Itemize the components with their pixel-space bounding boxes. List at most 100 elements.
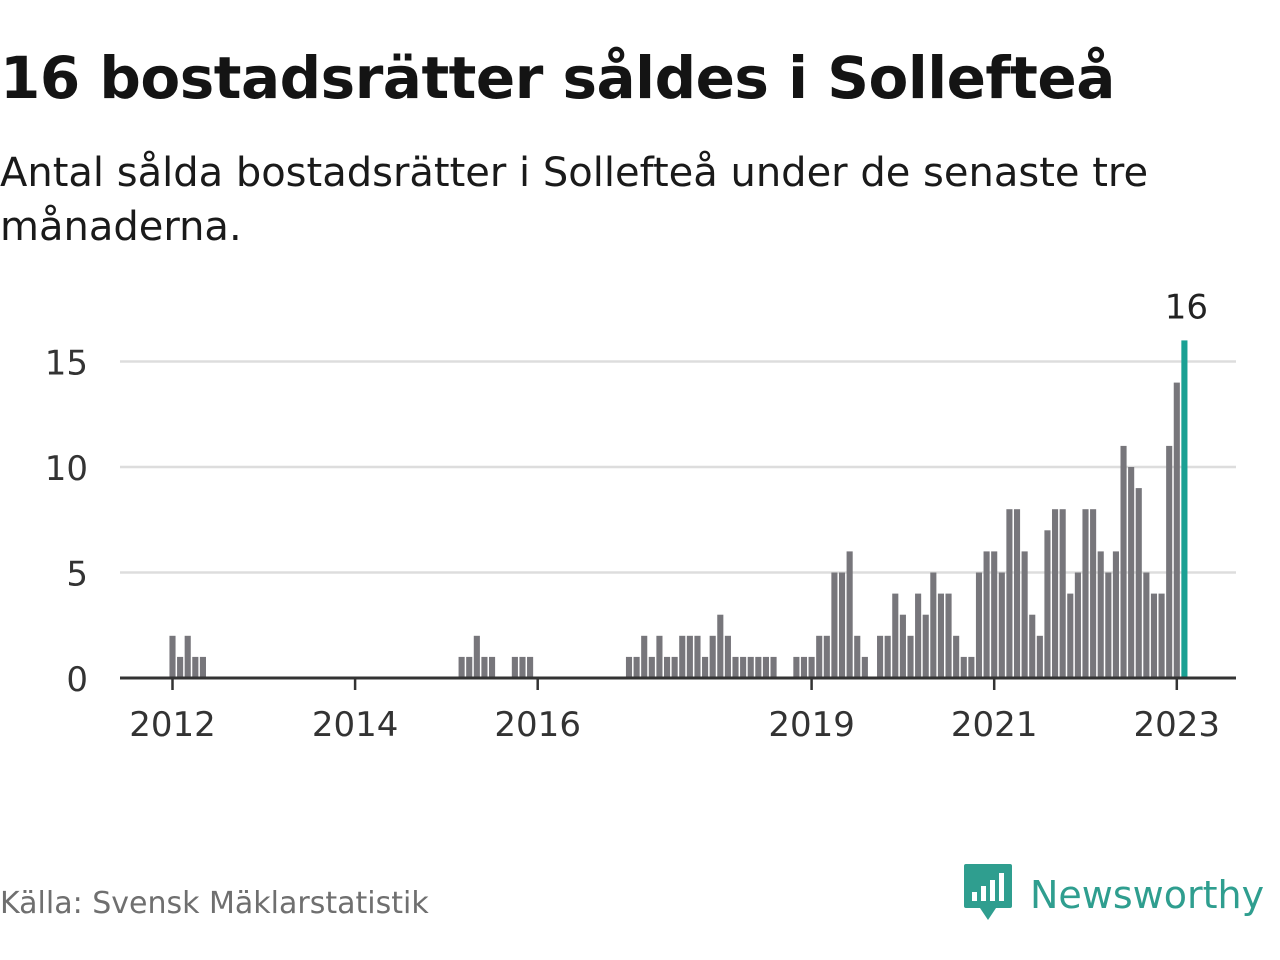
y-tick-label: 5 [66,555,88,595]
bar [1044,530,1051,678]
bar [1158,593,1165,678]
bar [1029,614,1036,678]
bar [1097,551,1104,678]
bar [686,635,693,678]
bar [1090,509,1097,678]
bar [930,572,937,678]
bar [1006,509,1013,678]
bar [998,572,1005,678]
bar [641,635,648,678]
bar [1112,551,1119,678]
bar [983,551,990,678]
bar [770,656,777,678]
y-tick-label: 15 [45,344,88,384]
bar [1128,467,1135,678]
bar [808,656,815,678]
bar [1074,572,1081,678]
bar [831,572,838,678]
bar [762,656,770,678]
bar [1052,509,1059,678]
x-tick-label: 2019 [768,705,855,745]
bar [823,635,830,678]
bar [846,551,853,678]
bar-chart: 0 5 10 15 16 2012 2014 2016 2019 2021 2023 [45,287,1236,745]
bar [724,635,731,678]
bar [747,656,754,678]
bar [625,656,633,678]
bar [899,614,906,678]
bar [1105,572,1112,678]
bar [877,635,884,678]
bar [1166,445,1173,678]
bar [702,656,709,678]
bar [884,635,891,678]
bar [854,635,861,678]
brand-name: Newsworthy [1030,873,1265,917]
bar [945,593,952,678]
bar [511,656,518,678]
x-tick-label: 2016 [494,705,581,745]
y-tick-label: 10 [45,449,88,489]
bar [1150,593,1158,678]
bar [907,635,914,678]
bar [1082,509,1089,678]
bar [709,635,716,678]
bar [991,551,998,678]
bar [473,635,480,678]
bar [656,635,663,678]
brand-logo: Newsworthy [962,862,1264,928]
bar [937,593,944,678]
bar [953,635,960,678]
bar [663,656,671,678]
bar [793,656,800,678]
bar [1036,635,1043,678]
bar [169,635,176,678]
bar [1173,382,1180,678]
bar [199,656,206,678]
bar [960,656,967,678]
bar [527,656,534,678]
x-tick-label: 2012 [129,705,216,745]
bar [800,656,808,678]
bar [1120,445,1127,678]
bar [1135,488,1142,678]
bar [915,593,922,678]
bar [519,656,526,678]
bar [816,635,823,678]
bar [1143,572,1150,678]
highlight-bar [1181,340,1188,678]
x-tick-label: 2021 [951,705,1038,745]
bar [861,656,868,678]
bar [458,656,465,678]
bar [1013,509,1021,678]
bar [694,635,701,678]
bar [466,656,473,678]
bar [679,635,686,678]
x-tick-label: 2014 [312,705,399,745]
bar [184,635,191,678]
bar [892,593,899,678]
bar [481,656,488,678]
bar [633,656,640,678]
bar [732,656,739,678]
x-tick-label: 2023 [1134,705,1221,745]
y-tick-label: 0 [66,660,88,700]
bar [968,656,975,678]
newsworthy-logo-icon [962,862,1014,928]
source-note: Källa: Svensk Mäklarstatistik [0,886,429,921]
bar [1021,551,1028,678]
bar [1067,593,1074,678]
chart-title: 16 bostadsrätter såldes i Sollefteå [0,44,1115,112]
bar [192,656,199,678]
bar [838,572,846,678]
bar [1059,509,1066,678]
bar [648,656,655,678]
bar [488,656,496,678]
bar [717,614,724,678]
bar [740,656,747,678]
bar [671,656,678,678]
chart-subtitle: Antal sålda bostadsrätter i Sollefteå un… [0,150,1149,250]
bar [177,656,184,678]
bar [922,614,929,678]
bar [975,572,983,678]
